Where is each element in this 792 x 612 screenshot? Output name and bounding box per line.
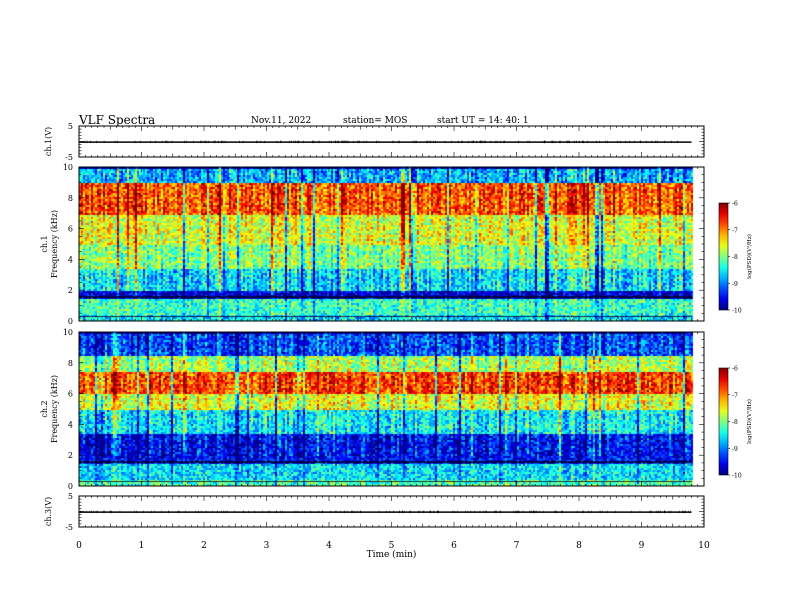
start-time-label: start UT = 14: 40: 1 <box>437 116 529 126</box>
colorbar-tick-label: -10 <box>732 473 742 480</box>
y-tick-label: 5 <box>68 492 73 501</box>
spectrogram-image <box>79 332 704 486</box>
colorbar-tick-label: -6 <box>732 366 738 373</box>
x-tick-label: 2 <box>201 541 207 551</box>
colorbar-tick-label: -8 <box>732 419 738 426</box>
colorbar <box>718 367 729 476</box>
x-tick-label: 6 <box>451 541 457 551</box>
colorbar-tick-label: -7 <box>732 392 738 399</box>
y-tick-label: 8 <box>68 194 73 203</box>
colorbar-label: log(PSD)(V²/Hz) <box>746 399 753 444</box>
colorbar-tick-label: -10 <box>732 308 742 315</box>
x-tick-label: 0 <box>76 541 82 551</box>
y-tick-label: 0 <box>68 482 73 491</box>
spectrogram-image <box>79 167 704 321</box>
panel-ylabel-channel: ch.2 <box>40 400 49 417</box>
x-tick-label: 9 <box>639 541 645 551</box>
date-label: Nov.11, 2022 <box>251 116 312 126</box>
station-label: station= MOS <box>343 116 408 126</box>
y-tick-label: 0 <box>68 317 73 326</box>
x-tick-label: 4 <box>326 541 332 551</box>
x-tick-label: 1 <box>139 541 145 551</box>
colorbar-tick-label: -7 <box>732 227 738 234</box>
panel-ylabel-frequency: Frequency (kHz) <box>50 375 59 443</box>
x-tick-label: 3 <box>264 541 270 551</box>
x-tick-label: 10 <box>698 541 710 551</box>
y-tick-label: 2 <box>68 286 73 295</box>
y-tick-label: 8 <box>68 359 73 368</box>
panel-ylabel: ch.3(V) <box>44 497 53 526</box>
y-tick-label: 2 <box>68 451 73 460</box>
x-tick-label: 5 <box>389 541 395 551</box>
colorbar <box>718 202 729 311</box>
colorbar-label: log(PSD)(V²/Hz) <box>746 234 753 279</box>
y-tick-label: 5 <box>68 122 73 131</box>
colorbar-tick-label: -8 <box>732 254 738 261</box>
x-tick-label: 7 <box>514 541 520 551</box>
y-tick-label: 4 <box>68 255 73 264</box>
x-axis-label: Time (min) <box>367 549 417 560</box>
y-tick-label: -5 <box>65 523 73 532</box>
panel-ylabel-channel: ch.1 <box>40 235 49 252</box>
y-tick-label: 6 <box>68 225 73 234</box>
chart-title: VLF Spectra <box>79 113 156 127</box>
y-tick-label: -5 <box>65 153 73 162</box>
colorbar-tick-label: -9 <box>732 281 738 288</box>
panel-ylabel: ch.1(V) <box>44 127 53 156</box>
y-tick-label: 4 <box>68 420 73 429</box>
colorbar-tick-label: -6 <box>732 201 738 208</box>
y-tick-label: 6 <box>68 390 73 399</box>
y-tick-label: 10 <box>63 328 73 337</box>
colorbar-tick-label: -9 <box>732 446 738 453</box>
panel-ylabel-frequency: Frequency (kHz) <box>50 210 59 278</box>
x-tick-label: 8 <box>576 541 582 551</box>
y-tick-label: 10 <box>63 163 73 172</box>
